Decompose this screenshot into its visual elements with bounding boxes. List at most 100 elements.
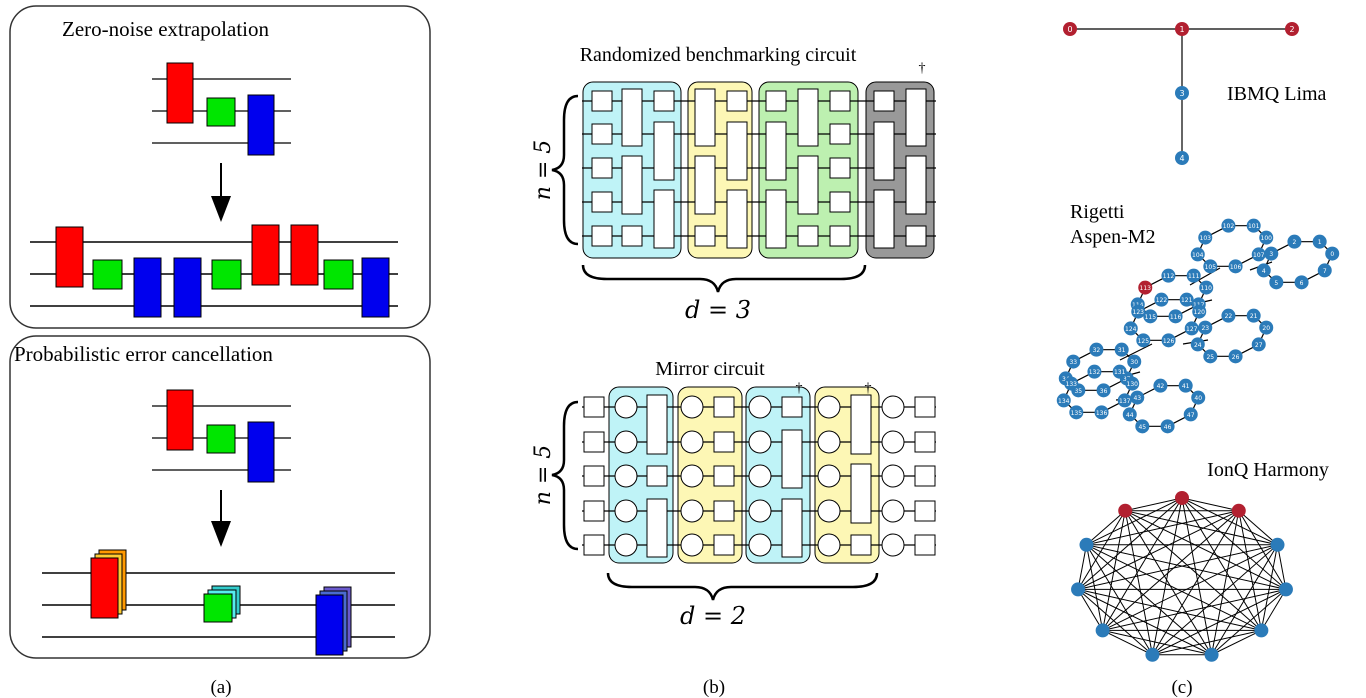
mirror-single-gate	[713, 534, 735, 556]
lima-node-3	[1175, 86, 1189, 100]
zne-folded-circuit	[30, 224, 398, 318]
rb-single-gate	[591, 123, 613, 145]
mirror-pauli-gate	[881, 395, 905, 419]
aspen-qubit-label: 4	[1262, 268, 1266, 275]
harmony-edge	[1181, 497, 1239, 512]
aspen-qubit-label: 27	[1255, 342, 1263, 349]
aspen-qubit-134	[1056, 393, 1071, 408]
aspen-qubit-133	[1064, 376, 1079, 391]
panel-a: Zero-noise extrapolation	[9, 5, 431, 698]
rb-single-gate	[591, 225, 613, 247]
lima-node-2	[1285, 22, 1299, 36]
pec-noisy-circuit	[42, 549, 395, 656]
aspen-qubit-label: 132	[1089, 369, 1101, 376]
harmony-edge	[1077, 588, 1212, 656]
aspen-qubit-130	[1125, 376, 1140, 391]
rb-circuit	[582, 81, 936, 259]
mirror-pauli-gate	[614, 533, 638, 557]
mirror-two-qubit-gate	[646, 394, 668, 455]
rb-two-qubit-gate	[653, 121, 675, 181]
aspen-qubit-120	[1192, 304, 1207, 319]
mirror-two-qubit-gate	[850, 463, 872, 524]
aspen-qubit-label: 101	[1248, 223, 1260, 230]
aspen-qubit-113	[1138, 280, 1153, 295]
harmony-qubit	[1118, 503, 1133, 518]
aspen-qubit-label: 35	[1074, 388, 1082, 395]
mirror-two-qubit-gate	[850, 394, 872, 455]
aspen-qubit-label: 41	[1182, 383, 1190, 390]
aspen-qubit-label: 105	[1205, 264, 1217, 271]
mirror-pauli-gate	[817, 533, 841, 557]
rb-single-gate	[797, 225, 819, 247]
lima-node-0	[1063, 22, 1077, 36]
aspen-qubit-121	[1179, 292, 1194, 307]
rb-two-qubit-gate	[726, 121, 748, 181]
aspen-qubit-label: 40	[1194, 395, 1202, 402]
rb-two-qubit-gate	[694, 155, 716, 215]
aspen-qubit-125	[1136, 333, 1151, 348]
svg-text:0: 0	[1067, 25, 1072, 34]
harmony-qubit	[1231, 503, 1246, 518]
aspen-qubit-132	[1087, 364, 1102, 379]
zne-box	[9, 5, 431, 329]
aspen-qubit-label: 5	[1274, 280, 1278, 287]
aspen-qubit-label: 36	[1100, 388, 1108, 395]
harmony-edge	[1077, 510, 1126, 590]
mirror-single-gate	[583, 534, 605, 556]
aspen-qubit-40	[1191, 390, 1206, 405]
aspen-qubit-label: 1	[1318, 239, 1322, 246]
rb-two-qubit-gate	[905, 155, 927, 215]
mirror-pauli-gate	[680, 395, 704, 419]
mirror-single-gate	[914, 534, 936, 556]
mirror-pauli-gate	[817, 430, 841, 454]
harmony-edge	[1260, 544, 1279, 631]
aspen-qubit-label: 46	[1164, 424, 1172, 431]
aspen-qubit-label: 133	[1066, 381, 1078, 388]
harmony-edge	[1181, 497, 1213, 655]
harmony-edge	[1124, 510, 1153, 655]
mirror-pauli-gate	[680, 499, 704, 523]
aspen-qubit-110	[1199, 280, 1214, 295]
rb-two-qubit-gate	[797, 88, 819, 147]
aspen-qubit-label: 115	[1145, 314, 1157, 321]
aspen-graph: 1071061051041031021011007654321011711611…	[1056, 218, 1340, 434]
blue-gate	[247, 94, 275, 156]
rb-two-qubit-gate	[621, 88, 643, 147]
rb-dagger: †	[919, 61, 926, 76]
mirror-pauli-gate	[680, 464, 704, 488]
mirror-pauli-gate	[614, 464, 638, 488]
aspen-qubit-label: 122	[1156, 297, 1168, 304]
harmony-qubit	[1071, 582, 1086, 597]
mirror-pauli-gate	[680, 533, 704, 557]
svg-text:1: 1	[1179, 25, 1184, 34]
aspen-qubit-42	[1153, 378, 1168, 393]
panel-c: 0 1 2 3 4 IBMQ Lima Rigetti Aspen-M2 107…	[1056, 22, 1340, 698]
zne-arrow	[211, 163, 231, 222]
rb-single-gate	[873, 90, 895, 112]
aspen-qubit-label: 20	[1262, 325, 1270, 332]
mirror-pauli-gate	[881, 533, 905, 557]
harmony-edge	[1086, 497, 1183, 546]
aspen-qubit-label: 100	[1261, 235, 1273, 242]
harmony-edge	[1077, 544, 1087, 590]
aspen-qubit-label: 0	[1330, 251, 1334, 258]
mirror-pauli-gate	[614, 499, 638, 523]
aspen-qubit-4	[1256, 263, 1271, 278]
aspen-qubit-label: 21	[1250, 313, 1258, 320]
aspen-qubit-label: 43	[1133, 395, 1141, 402]
aspen-qubit-label: 23	[1201, 325, 1209, 332]
mirror-pauli-gate	[748, 499, 772, 523]
mirror-dagger-1: †	[796, 381, 803, 396]
pec-arrow	[211, 490, 231, 547]
mirror-circuit	[582, 386, 936, 564]
aspen-qubit-116	[1168, 309, 1183, 324]
harmony-edge	[1125, 497, 1183, 512]
harmony-edge	[1260, 589, 1287, 631]
caption-a: (a)	[210, 677, 231, 698]
aspen-qubit-label: 107	[1253, 252, 1265, 259]
aspen-qubit-30	[1127, 354, 1142, 369]
caption-b: (b)	[703, 677, 725, 698]
harmony-graph	[1071, 491, 1293, 662]
lima-node-4	[1175, 151, 1189, 165]
rb-single-gate	[621, 225, 643, 247]
